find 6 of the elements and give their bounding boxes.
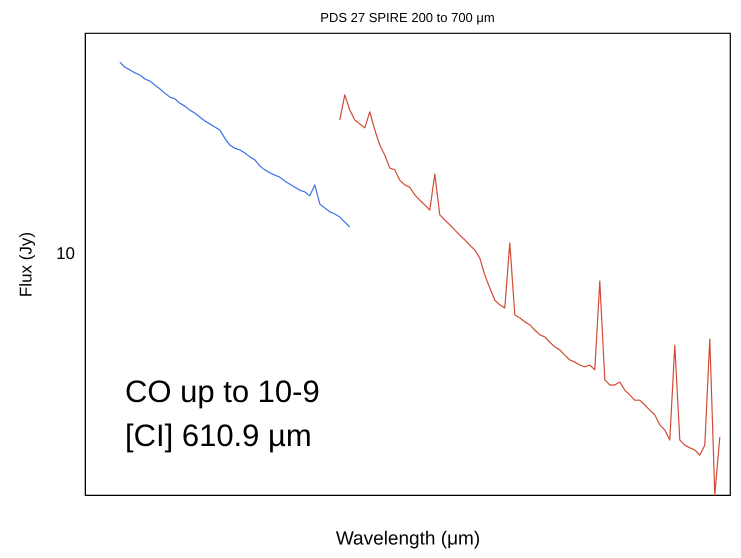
annotation: CO up to 10-9	[125, 374, 320, 409]
y-axis-title: Flux (Jy)	[16, 232, 36, 298]
x-axis-title: Wavelength (μm)	[336, 528, 480, 550]
annotation: [CI] 610.9 µm	[125, 418, 312, 453]
chart-title: PDS 27 SPIRE 200 to 700 μm	[320, 10, 495, 25]
text: 10	[56, 244, 75, 263]
